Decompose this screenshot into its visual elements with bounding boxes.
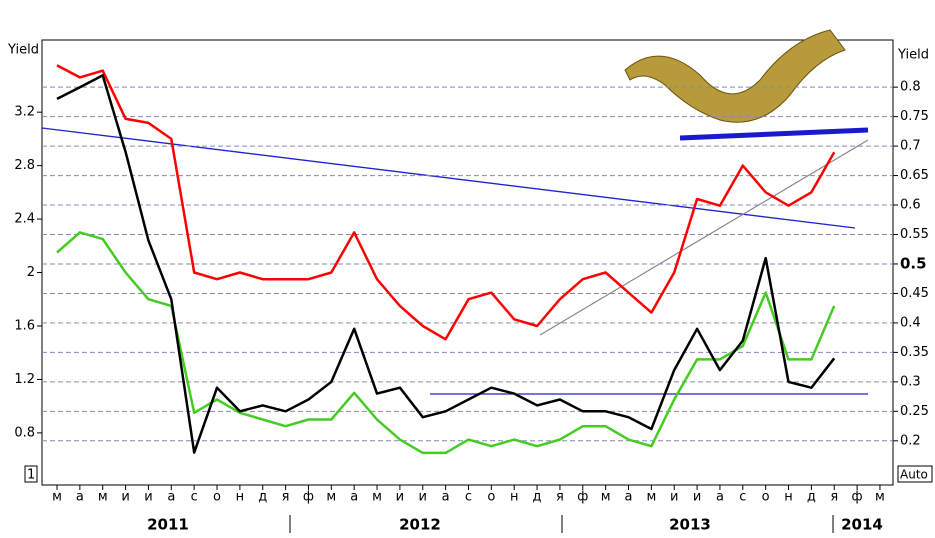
- x-tick-label: о: [762, 490, 770, 505]
- y2-tick-label: 0.35: [900, 345, 929, 360]
- year-label: 2013: [669, 516, 711, 534]
- x-tick-label: а: [625, 490, 633, 505]
- pane-label: 1: [27, 468, 35, 483]
- x-tick-label: а: [442, 490, 450, 505]
- series-line: [56, 231, 836, 455]
- x-tick-label: н: [510, 490, 519, 505]
- x-tick-label: д: [258, 490, 267, 505]
- scale-label: Auto: [900, 468, 928, 482]
- x-tick-label: м: [372, 490, 382, 505]
- y2-tick-label: 0.25: [900, 404, 929, 419]
- x-tick-label: м: [875, 490, 885, 505]
- x-tick-label: а: [716, 490, 724, 505]
- year-label: 2012: [399, 516, 441, 534]
- y2-tick-label: 0.65: [900, 168, 929, 183]
- x-tick-label: м: [646, 490, 656, 505]
- x-tick-label: д: [533, 490, 542, 505]
- x-tick-label: я: [282, 490, 290, 505]
- x-tick-label: м: [326, 490, 336, 505]
- y2-tick-label: 0.45: [900, 286, 929, 301]
- y2-tick-label: 0.6: [900, 198, 921, 213]
- x-tick-label: м: [52, 490, 62, 505]
- x-tick-label: ф: [577, 490, 588, 505]
- pane-box: [24, 465, 38, 483]
- x-tick-label: н: [784, 490, 793, 505]
- x-tick-label: о: [487, 490, 495, 505]
- x-tick-label: с: [739, 490, 746, 505]
- y2-tick-label: 0.3: [900, 374, 921, 389]
- trend-line: [539, 139, 869, 336]
- trend-line: [41, 127, 856, 229]
- x-tick-label: и: [693, 490, 701, 505]
- x-tick-label: с: [191, 490, 198, 505]
- thick-line: [679, 127, 869, 141]
- year-label: 2014: [841, 516, 883, 534]
- y-tick-label: 2: [27, 265, 35, 280]
- x-tick-label: а: [350, 490, 358, 505]
- y2-tick-label: 0.7: [900, 139, 921, 154]
- x-tick-label: и: [419, 490, 427, 505]
- x-tick-label: я: [556, 490, 564, 505]
- y2-tick-label: 0.8: [900, 80, 921, 95]
- y2-tick-label: 0.4: [900, 315, 921, 330]
- y-tick-label: 1.6: [14, 318, 35, 333]
- dragon-image: [624, 29, 846, 123]
- x-tick-label: о: [213, 490, 221, 505]
- series-line: [56, 74, 836, 454]
- x-tick-label: м: [601, 490, 611, 505]
- x-tick-label: а: [167, 490, 175, 505]
- x-tick-label: д: [807, 490, 816, 505]
- x-tick-label: а: [76, 490, 84, 505]
- x-tick-label: и: [144, 490, 152, 505]
- series-line: [56, 64, 836, 341]
- x-tick-label: м: [98, 490, 108, 505]
- y-tick-label: 3.2: [14, 105, 35, 120]
- y2-tick-label: 0.55: [900, 227, 929, 242]
- x-tick-label: ф: [852, 490, 863, 505]
- y-axis-label: Yield: [7, 43, 39, 58]
- y2-tick-label: 0.5: [900, 254, 927, 272]
- x-tick-label: и: [670, 490, 678, 505]
- scale-box: [897, 465, 933, 483]
- y2-tick-label: 0.75: [900, 109, 929, 124]
- x-tick-label: с: [465, 490, 472, 505]
- x-tick-label: н: [236, 490, 245, 505]
- y-tick-label: 2.8: [14, 158, 35, 173]
- y2-tick-label: 0.2: [900, 433, 921, 448]
- x-tick-label: я: [830, 490, 838, 505]
- x-tick-label: ф: [303, 490, 314, 505]
- y2-axis-label: Yield: [897, 48, 929, 63]
- annotations: [41, 29, 869, 395]
- x-tick-label: и: [396, 490, 404, 505]
- x-tick-label: и: [121, 490, 129, 505]
- year-label: 2011: [147, 516, 189, 534]
- y-tick-label: 0.8: [14, 425, 35, 440]
- y-tick-label: 1.2: [14, 372, 35, 387]
- y-tick-label: 2.4: [14, 212, 35, 227]
